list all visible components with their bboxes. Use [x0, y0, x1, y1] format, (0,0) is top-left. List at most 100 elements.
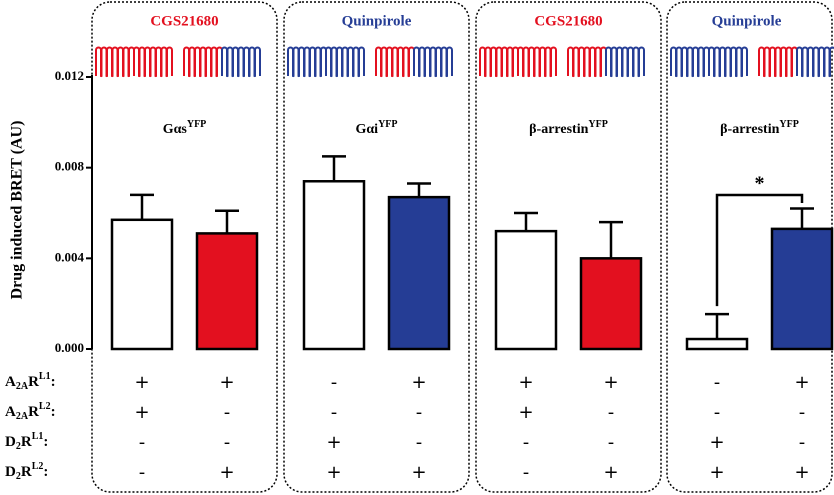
bar [304, 181, 364, 349]
panel-target: β-arrestinYFP [529, 119, 608, 137]
bar [581, 258, 641, 349]
condition-sign: - [714, 402, 721, 423]
row-label-part: A [5, 374, 16, 390]
target-name: β-arrestin [529, 122, 588, 137]
row-label-part: D [5, 434, 16, 450]
receptor-icon [288, 48, 326, 77]
condition-sign: - [608, 402, 615, 423]
row-label-part: R [21, 464, 32, 480]
condition-sign: + [411, 462, 426, 483]
row-label-part: 2A [16, 381, 29, 392]
condition-sign: + [794, 372, 809, 393]
panel-drug: CGS21680 [534, 13, 602, 29]
condition-sign: + [134, 402, 149, 423]
condition-sign: - [799, 402, 806, 423]
condition-sign: - [523, 432, 530, 453]
y-tick-label: 0.004 [55, 249, 85, 264]
condition-sign: - [224, 432, 231, 453]
y-tick-label: 0.000 [55, 340, 84, 355]
condition-sign: - [224, 402, 231, 423]
y-axis-label: Drug induced BRET (AU) [9, 121, 26, 300]
condition-sign: + [326, 462, 341, 483]
receptor-icon [759, 48, 797, 77]
target-name: β-arrestin [720, 122, 779, 137]
receptor-icon [797, 48, 834, 77]
row-label-part: L1 [32, 431, 44, 442]
condition-sign: - [523, 462, 530, 483]
condition-sign: + [411, 372, 426, 393]
receptor-icon [326, 48, 364, 77]
receptor-icon [184, 48, 222, 77]
panel-drug: CGS21680 [150, 13, 218, 29]
row-label-part: D [5, 464, 16, 480]
row-label-part: L1 [39, 371, 51, 382]
receptor-icon [568, 48, 606, 77]
panel-target: GαiYFP [355, 119, 397, 137]
target-name: Gαs [163, 122, 188, 137]
condition-sign: + [603, 372, 618, 393]
condition-sign: - [139, 462, 146, 483]
condition-sign: - [714, 372, 721, 393]
receptor-icon [709, 48, 747, 77]
row-label-part: : [43, 434, 48, 450]
condition-sign: - [416, 402, 423, 423]
condition-sign: + [518, 372, 533, 393]
row-label-part: L2 [32, 461, 44, 472]
row-label: A2ARL2: [5, 401, 56, 422]
receptor-icon [96, 48, 134, 77]
bar [772, 229, 832, 349]
row-label-part: : [51, 404, 56, 420]
target-superscript: YFP [378, 119, 397, 130]
condition-sign: - [331, 402, 338, 423]
condition-sign: + [326, 432, 341, 453]
receptor-icon [414, 48, 452, 77]
row-label-part: R [21, 434, 32, 450]
condition-sign: + [518, 402, 533, 423]
row-label-part: L2 [39, 401, 51, 412]
target-superscript: YFP [779, 119, 798, 130]
receptor-icon [222, 48, 260, 77]
y-tick-label: 0.008 [55, 159, 85, 174]
condition-sign: + [794, 462, 809, 483]
condition-sign: - [139, 432, 146, 453]
row-label: D2RL2: [5, 461, 48, 482]
row-label-part: A [5, 404, 16, 420]
condition-sign: + [219, 372, 234, 393]
panel-drug: Quinpirole [712, 13, 782, 29]
row-label-part: : [51, 374, 56, 390]
bar [687, 339, 747, 349]
receptor-icon [134, 48, 172, 77]
row-label: D2RL1: [5, 431, 48, 452]
target-superscript: YFP [588, 119, 607, 130]
condition-sign: - [608, 432, 615, 453]
receptor-icon [480, 48, 518, 77]
row-label-part: R [28, 374, 39, 390]
panel-drug: Quinpirole [342, 13, 412, 29]
row-label-part: 2A [16, 411, 29, 422]
condition-sign: - [331, 372, 338, 393]
condition-sign: + [709, 432, 724, 453]
bar [112, 220, 172, 349]
condition-sign: + [219, 462, 234, 483]
receptor-icon [606, 48, 644, 77]
condition-sign: + [134, 372, 149, 393]
chart: Drug induced BRET (AU) CGS21680GαsYFPQui… [0, 0, 834, 495]
significance-label: * [755, 173, 765, 195]
condition-sign: + [709, 462, 724, 483]
bar [197, 233, 257, 349]
receptor-icon [518, 48, 556, 77]
row-label: A2ARL1: [5, 371, 56, 392]
condition-sign: - [416, 432, 423, 453]
bar [389, 197, 449, 349]
y-tick-label: 0.012 [55, 68, 84, 83]
condition-sign: + [603, 462, 618, 483]
row-label-part: : [43, 464, 48, 480]
panel-target: β-arrestinYFP [720, 119, 799, 137]
bar [496, 231, 556, 349]
row-label-part: R [28, 404, 39, 420]
receptor-icon [671, 48, 709, 77]
receptor-icon [376, 48, 414, 77]
target-superscript: YFP [187, 119, 206, 130]
condition-sign: - [799, 432, 806, 453]
panel-target: GαsYFP [163, 119, 207, 137]
